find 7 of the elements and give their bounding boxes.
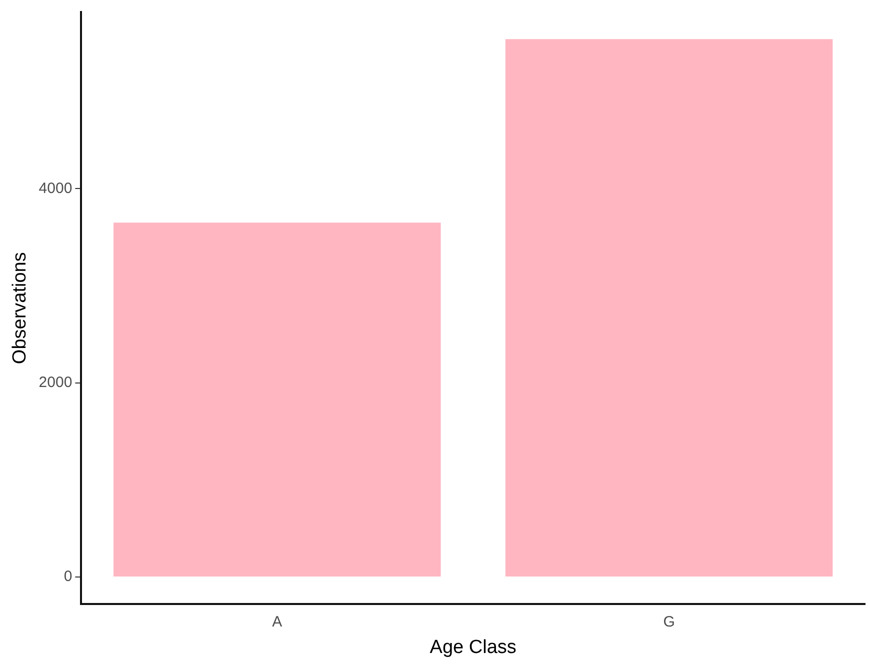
x-tick-label: G	[663, 613, 675, 630]
y-tick-label: 4000	[38, 180, 72, 197]
y-tick-label: 0	[64, 568, 72, 586]
x-tick-label: A	[272, 613, 282, 630]
y-tick-label: 2000	[38, 374, 72, 391]
y-axis-title: Observations	[10, 252, 31, 364]
x-axis-title: Age Class	[430, 636, 516, 658]
